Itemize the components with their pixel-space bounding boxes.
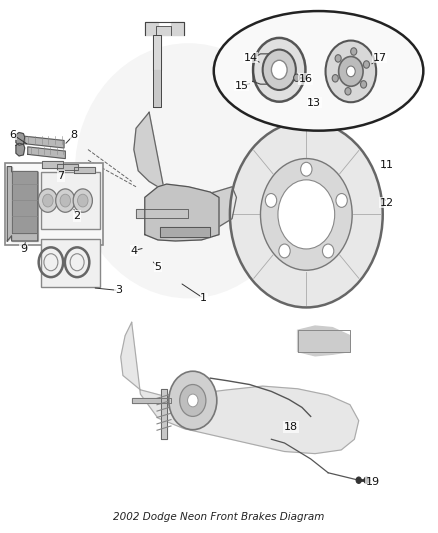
Polygon shape: [16, 143, 25, 156]
Circle shape: [187, 394, 198, 407]
Text: 12: 12: [380, 198, 394, 208]
Text: 16: 16: [298, 74, 312, 84]
Ellipse shape: [214, 11, 424, 131]
Circle shape: [38, 189, 57, 212]
Text: 7: 7: [57, 171, 64, 181]
Polygon shape: [12, 171, 37, 233]
Circle shape: [335, 55, 341, 62]
Circle shape: [336, 193, 347, 207]
Polygon shape: [134, 112, 237, 229]
Bar: [5, 163, 103, 245]
Text: 3: 3: [115, 286, 122, 295]
Circle shape: [263, 50, 296, 90]
Bar: [41, 239, 100, 287]
Text: 17: 17: [373, 53, 387, 62]
Text: 5: 5: [154, 262, 161, 271]
Circle shape: [345, 87, 351, 95]
Circle shape: [325, 41, 376, 102]
Polygon shape: [161, 389, 166, 439]
Circle shape: [364, 61, 370, 68]
Text: 14: 14: [244, 53, 258, 62]
Circle shape: [169, 371, 217, 430]
Circle shape: [322, 244, 334, 258]
Bar: [41, 172, 100, 229]
Polygon shape: [42, 161, 63, 167]
Text: 2002 Dodge Neon Front Brakes Diagram: 2002 Dodge Neon Front Brakes Diagram: [113, 512, 325, 522]
Text: 9: 9: [20, 245, 27, 254]
Circle shape: [300, 163, 312, 176]
Ellipse shape: [75, 43, 302, 298]
Polygon shape: [160, 227, 210, 237]
Polygon shape: [7, 166, 38, 241]
Circle shape: [265, 193, 277, 207]
Circle shape: [364, 477, 369, 483]
Circle shape: [78, 194, 88, 207]
Polygon shape: [121, 322, 359, 454]
Text: 6: 6: [10, 130, 16, 140]
Circle shape: [272, 60, 287, 79]
Circle shape: [180, 384, 206, 416]
Circle shape: [293, 74, 300, 82]
Circle shape: [56, 189, 75, 212]
Polygon shape: [28, 147, 65, 159]
Polygon shape: [136, 209, 188, 217]
Text: 18: 18: [284, 422, 298, 432]
Circle shape: [261, 159, 352, 270]
Circle shape: [339, 56, 363, 86]
Polygon shape: [253, 54, 275, 84]
Polygon shape: [145, 22, 184, 35]
Text: 19: 19: [366, 477, 380, 487]
Polygon shape: [154, 70, 159, 107]
Circle shape: [278, 180, 335, 249]
Circle shape: [253, 38, 305, 102]
Polygon shape: [152, 35, 161, 70]
Text: 13: 13: [307, 98, 321, 108]
Polygon shape: [16, 133, 25, 146]
Circle shape: [230, 122, 383, 308]
Text: 2: 2: [74, 211, 81, 221]
Circle shape: [73, 189, 92, 212]
Text: 11: 11: [380, 160, 394, 171]
Polygon shape: [132, 398, 171, 403]
Circle shape: [60, 194, 71, 207]
Text: 15: 15: [235, 81, 249, 91]
Polygon shape: [25, 136, 64, 148]
Polygon shape: [145, 184, 219, 241]
Polygon shape: [74, 166, 95, 173]
Circle shape: [351, 48, 357, 55]
Text: 1: 1: [200, 293, 207, 303]
Circle shape: [346, 66, 355, 77]
Circle shape: [279, 244, 290, 258]
Circle shape: [332, 75, 338, 82]
Polygon shape: [297, 326, 350, 356]
Text: 4: 4: [130, 246, 138, 255]
Polygon shape: [57, 164, 78, 170]
Circle shape: [356, 477, 361, 483]
Circle shape: [42, 194, 53, 207]
Circle shape: [360, 80, 367, 88]
Text: 8: 8: [71, 130, 78, 140]
